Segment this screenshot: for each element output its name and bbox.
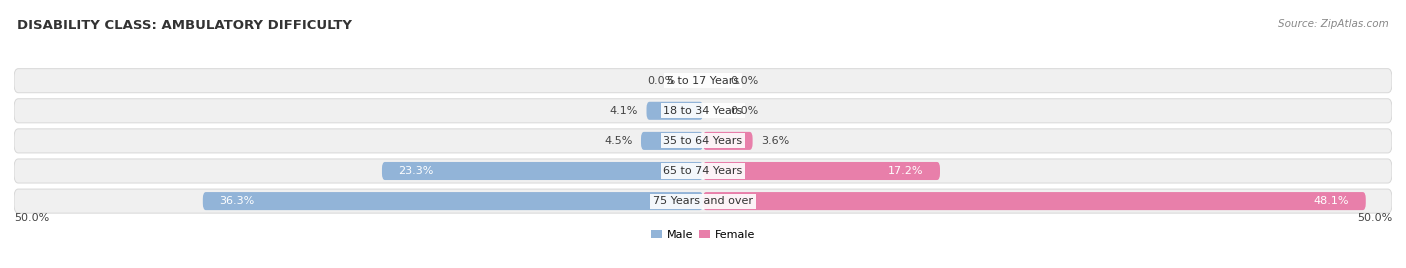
- FancyBboxPatch shape: [382, 162, 703, 180]
- Text: 0.0%: 0.0%: [647, 76, 675, 86]
- FancyBboxPatch shape: [647, 102, 703, 120]
- Text: 3.6%: 3.6%: [761, 136, 789, 146]
- Text: 75 Years and over: 75 Years and over: [652, 196, 754, 206]
- Text: Source: ZipAtlas.com: Source: ZipAtlas.com: [1278, 19, 1389, 29]
- Text: 0.0%: 0.0%: [731, 106, 759, 116]
- FancyBboxPatch shape: [14, 189, 1392, 213]
- Text: 48.1%: 48.1%: [1313, 196, 1350, 206]
- Text: 36.3%: 36.3%: [219, 196, 254, 206]
- FancyBboxPatch shape: [14, 159, 1392, 183]
- FancyBboxPatch shape: [14, 99, 1392, 123]
- Text: 23.3%: 23.3%: [398, 166, 434, 176]
- Text: 5 to 17 Years: 5 to 17 Years: [666, 76, 740, 86]
- FancyBboxPatch shape: [703, 192, 1365, 210]
- Text: 18 to 34 Years: 18 to 34 Years: [664, 106, 742, 116]
- FancyBboxPatch shape: [202, 192, 703, 210]
- Legend: Male, Female: Male, Female: [647, 225, 759, 244]
- FancyBboxPatch shape: [703, 132, 752, 150]
- FancyBboxPatch shape: [14, 129, 1392, 153]
- Text: DISABILITY CLASS: AMBULATORY DIFFICULTY: DISABILITY CLASS: AMBULATORY DIFFICULTY: [17, 19, 352, 32]
- Text: 50.0%: 50.0%: [1357, 213, 1392, 223]
- Text: 4.1%: 4.1%: [610, 106, 638, 116]
- Text: 17.2%: 17.2%: [889, 166, 924, 176]
- Text: 65 to 74 Years: 65 to 74 Years: [664, 166, 742, 176]
- FancyBboxPatch shape: [641, 132, 703, 150]
- Text: 0.0%: 0.0%: [731, 76, 759, 86]
- Text: 4.5%: 4.5%: [605, 136, 633, 146]
- Text: 50.0%: 50.0%: [14, 213, 49, 223]
- FancyBboxPatch shape: [703, 162, 941, 180]
- Text: 35 to 64 Years: 35 to 64 Years: [664, 136, 742, 146]
- FancyBboxPatch shape: [14, 69, 1392, 93]
